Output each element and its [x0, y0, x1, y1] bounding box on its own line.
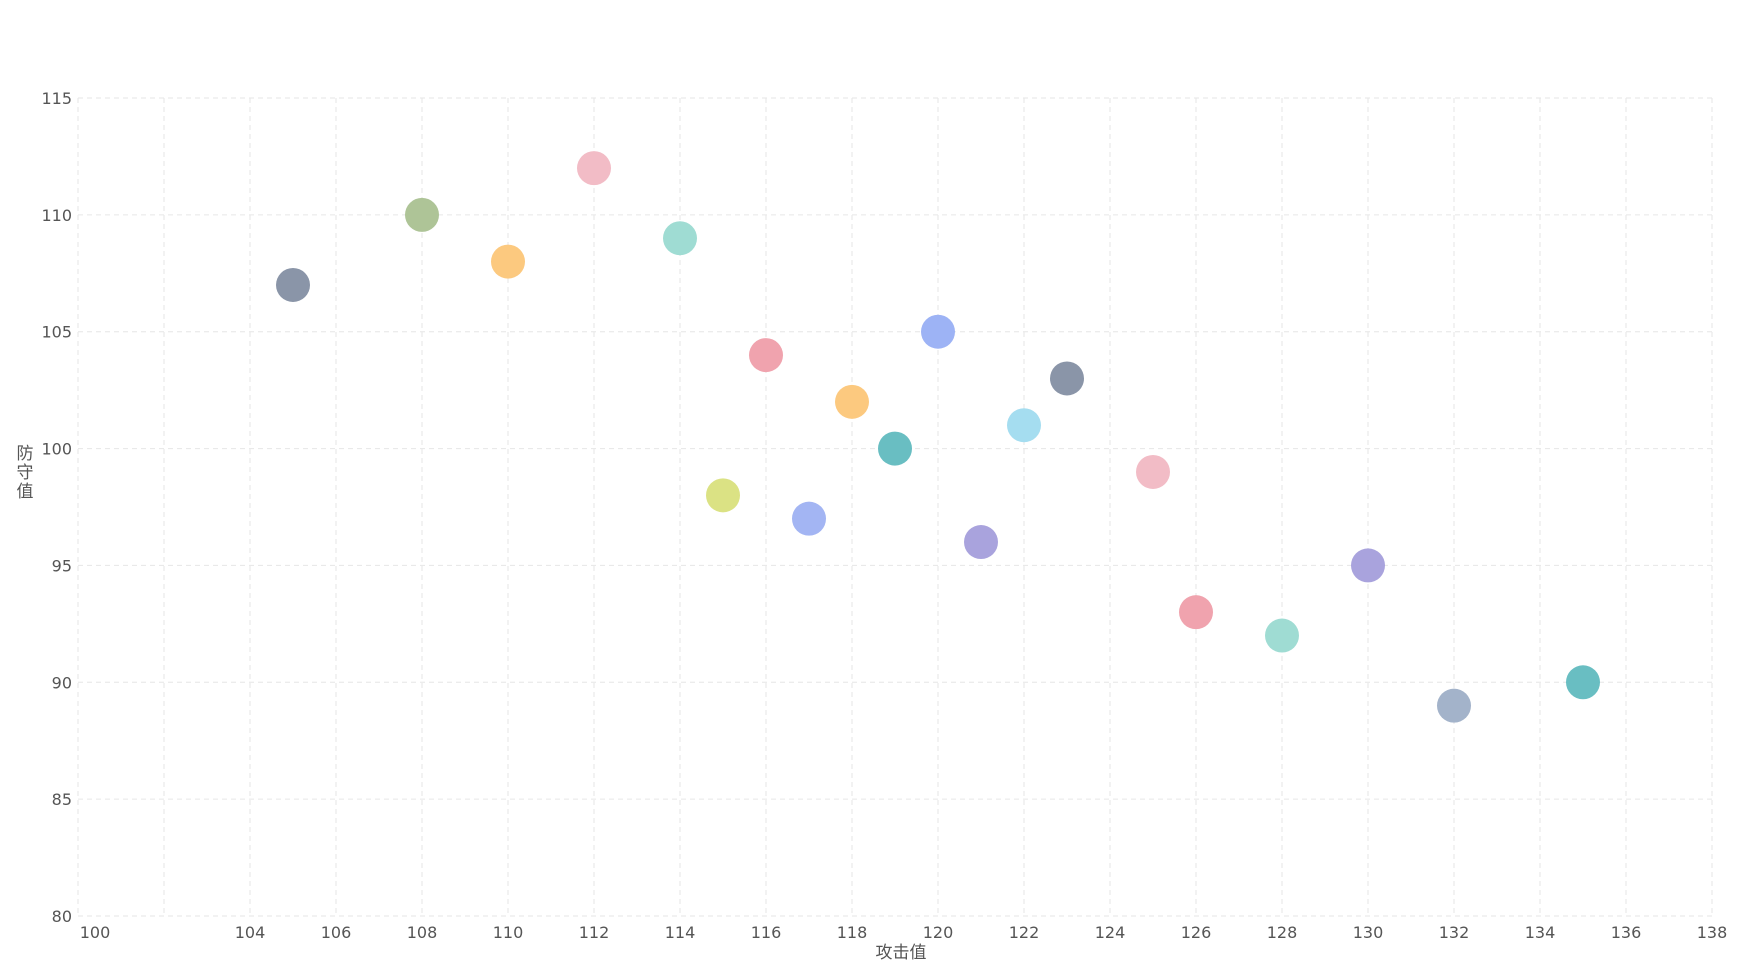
- x-tick-label: 116: [751, 923, 782, 942]
- y-axis-title: 防守值: [17, 444, 34, 502]
- data-point[interactable]: [921, 314, 955, 349]
- data-point[interactable]: [1437, 688, 1471, 723]
- y-tick-label: 115: [41, 89, 72, 108]
- data-points: [276, 151, 1600, 723]
- data-point[interactable]: [577, 151, 611, 186]
- data-point[interactable]: [276, 267, 310, 302]
- y-tick-label: 110: [41, 206, 72, 225]
- grid-lines: [77, 97, 1713, 917]
- x-tick-label: 114: [665, 923, 696, 942]
- y-tick-label: 80: [52, 907, 72, 926]
- data-point[interactable]: [405, 197, 439, 232]
- data-point[interactable]: [1566, 665, 1600, 700]
- x-tick-label: 138: [1697, 923, 1728, 942]
- data-point[interactable]: [706, 478, 740, 513]
- x-tick-label: 122: [1009, 923, 1040, 942]
- x-tick-label: 130: [1353, 923, 1384, 942]
- x-tick-label: 126: [1181, 923, 1212, 942]
- x-tick-label: 134: [1525, 923, 1556, 942]
- data-point[interactable]: [964, 525, 998, 560]
- y-axis-ticks: 80 85 90 95 100 105 110 115: [41, 89, 72, 926]
- y-tick-label: 105: [41, 323, 72, 342]
- data-point[interactable]: [792, 501, 826, 536]
- x-tick-label: 108: [407, 923, 438, 942]
- x-axis-ticks: 100 104 106 108 110 112 114 116 118 120 122 124 126 1…: [80, 923, 1728, 942]
- y-tick-label: 95: [52, 556, 72, 575]
- data-point[interactable]: [878, 431, 912, 466]
- x-axis-title: 攻击值: [876, 943, 927, 960]
- y-tick-label: 100: [41, 440, 72, 459]
- y-tick-label: 90: [52, 673, 72, 692]
- x-tick-label: 112: [579, 923, 610, 942]
- x-tick-label: 110: [493, 923, 524, 942]
- x-tick-label: 104: [235, 923, 266, 942]
- data-point[interactable]: [1050, 361, 1084, 396]
- x-tick-label: 132: [1439, 923, 1470, 942]
- data-point[interactable]: [835, 384, 869, 419]
- x-tick-label: 100: [80, 923, 111, 942]
- x-tick-label: 128: [1267, 923, 1298, 942]
- data-point[interactable]: [663, 221, 697, 256]
- data-point[interactable]: [749, 338, 783, 373]
- x-tick-label: 124: [1095, 923, 1126, 942]
- data-point[interactable]: [1351, 548, 1385, 583]
- x-tick-label: 136: [1611, 923, 1642, 942]
- y-tick-label: 85: [52, 790, 72, 809]
- data-point[interactable]: [1007, 408, 1041, 443]
- data-point[interactable]: [1179, 595, 1213, 630]
- x-tick-label: 118: [837, 923, 868, 942]
- x-tick-label: 106: [321, 923, 352, 942]
- data-point[interactable]: [491, 244, 525, 279]
- data-point[interactable]: [1265, 618, 1299, 653]
- data-point[interactable]: [1136, 454, 1170, 489]
- x-tick-label: 120: [923, 923, 954, 942]
